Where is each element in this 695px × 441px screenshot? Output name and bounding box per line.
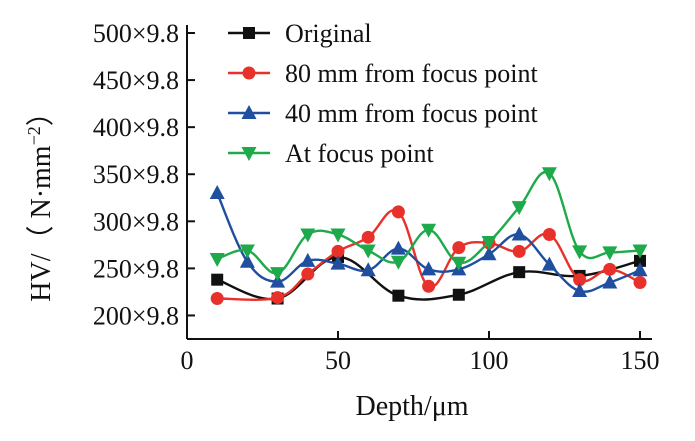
y-tick-group: 200×9.8 250×9.8 300×9.8 350×9.8 400×9.8 450×9… <box>93 19 195 330</box>
legend-label: 40 mm from focus point <box>285 99 539 128</box>
triangle-up-marker <box>360 262 376 277</box>
triangle-up-marker <box>632 262 648 277</box>
triangle-up-marker <box>300 252 316 267</box>
square-marker <box>513 266 526 279</box>
series-2 <box>210 205 647 306</box>
triangle-up-marker <box>421 261 437 276</box>
y-tick-label: 450×9.8 <box>93 66 179 95</box>
triangle-down-marker <box>239 244 255 259</box>
triangle-down-marker <box>360 244 376 259</box>
square-marker <box>452 288 465 301</box>
legend-item: 40 mm from focus point <box>228 99 539 128</box>
circle-marker <box>573 273 587 287</box>
y-axis-title-close: ） <box>25 98 57 126</box>
triangle-up-marker <box>572 282 588 297</box>
triangle-up-marker <box>330 255 346 270</box>
triangle-up-marker <box>390 240 406 255</box>
triangle-up-marker <box>209 185 225 200</box>
x-axis-title: Depth/μm <box>356 391 469 422</box>
circle-marker <box>542 227 556 241</box>
x-tick-label: 150 <box>621 346 660 375</box>
triangle-down-marker <box>421 223 437 238</box>
circle-marker <box>271 291 285 305</box>
square-marker <box>392 289 405 302</box>
triangle-down-marker <box>241 147 257 161</box>
legend-label: Original <box>285 19 372 48</box>
legend-item: Original <box>228 19 372 48</box>
circle-marker <box>422 279 436 293</box>
triangle-up-marker <box>239 253 255 268</box>
x-tick-label: 50 <box>325 346 351 375</box>
legend: Original 80 mm from focus point 40 mm from… <box>228 19 539 168</box>
circle-marker <box>512 244 526 258</box>
triangle-down-marker <box>330 228 346 243</box>
y-tick-label: 200×9.8 <box>93 301 179 330</box>
y-tick-label: 350×9.8 <box>93 160 179 189</box>
x-tick-label: 0 <box>181 346 194 375</box>
triangle-down-marker <box>602 246 618 261</box>
series-3 <box>209 185 648 297</box>
y-axis-title: HV/（ N·mm−2） <box>24 98 57 302</box>
y-axis-title-superscript: −2 <box>24 126 44 145</box>
legend-item: 80 mm from focus point <box>228 59 539 88</box>
x-tick-label: 100 <box>470 346 509 375</box>
series-line <box>216 170 641 275</box>
circle-marker <box>301 267 315 281</box>
legend-label: 80 mm from focus point <box>285 59 539 88</box>
triangle-down-marker <box>481 236 497 251</box>
x-tick-group: 0 50 100 150 <box>181 331 660 375</box>
series-4 <box>209 167 648 282</box>
circle-marker <box>452 241 466 255</box>
triangle-down-marker <box>270 267 286 282</box>
triangle-down-marker <box>300 228 316 243</box>
legend-item: At focus point <box>228 139 435 168</box>
triangle-down-marker <box>541 167 557 182</box>
triangle-down-marker <box>572 245 588 260</box>
triangle-down-marker <box>632 244 648 259</box>
triangle-up-marker <box>602 274 618 289</box>
triangle-down-marker <box>209 252 225 267</box>
y-tick-label: 500×9.8 <box>93 19 179 48</box>
series-layer <box>209 167 648 306</box>
circle-marker <box>391 205 405 219</box>
circle-marker <box>361 230 375 244</box>
square-marker <box>211 273 224 286</box>
circle-marker <box>633 276 647 290</box>
y-axis-title-main: HV/（ N·mm <box>25 145 57 302</box>
circle-marker <box>242 66 256 80</box>
circle-marker <box>210 292 224 306</box>
legend-label: At focus point <box>285 139 435 168</box>
axes <box>186 25 652 340</box>
square-marker <box>243 27 255 39</box>
triangle-up-marker <box>481 246 497 261</box>
triangle-down-marker <box>511 201 527 216</box>
triangle-up-marker <box>511 226 527 241</box>
y-tick-label: 400×9.8 <box>93 113 179 142</box>
triangle-down-marker <box>390 255 406 270</box>
triangle-up-marker <box>541 256 557 271</box>
square-marker <box>634 254 646 267</box>
y-tick-label: 300×9.8 <box>93 207 179 236</box>
circle-marker <box>603 262 617 276</box>
triangle-up-marker <box>241 105 257 119</box>
triangle-down-marker <box>451 256 467 271</box>
y-tick-label: 250×9.8 <box>93 254 179 283</box>
circle-marker <box>331 244 345 258</box>
